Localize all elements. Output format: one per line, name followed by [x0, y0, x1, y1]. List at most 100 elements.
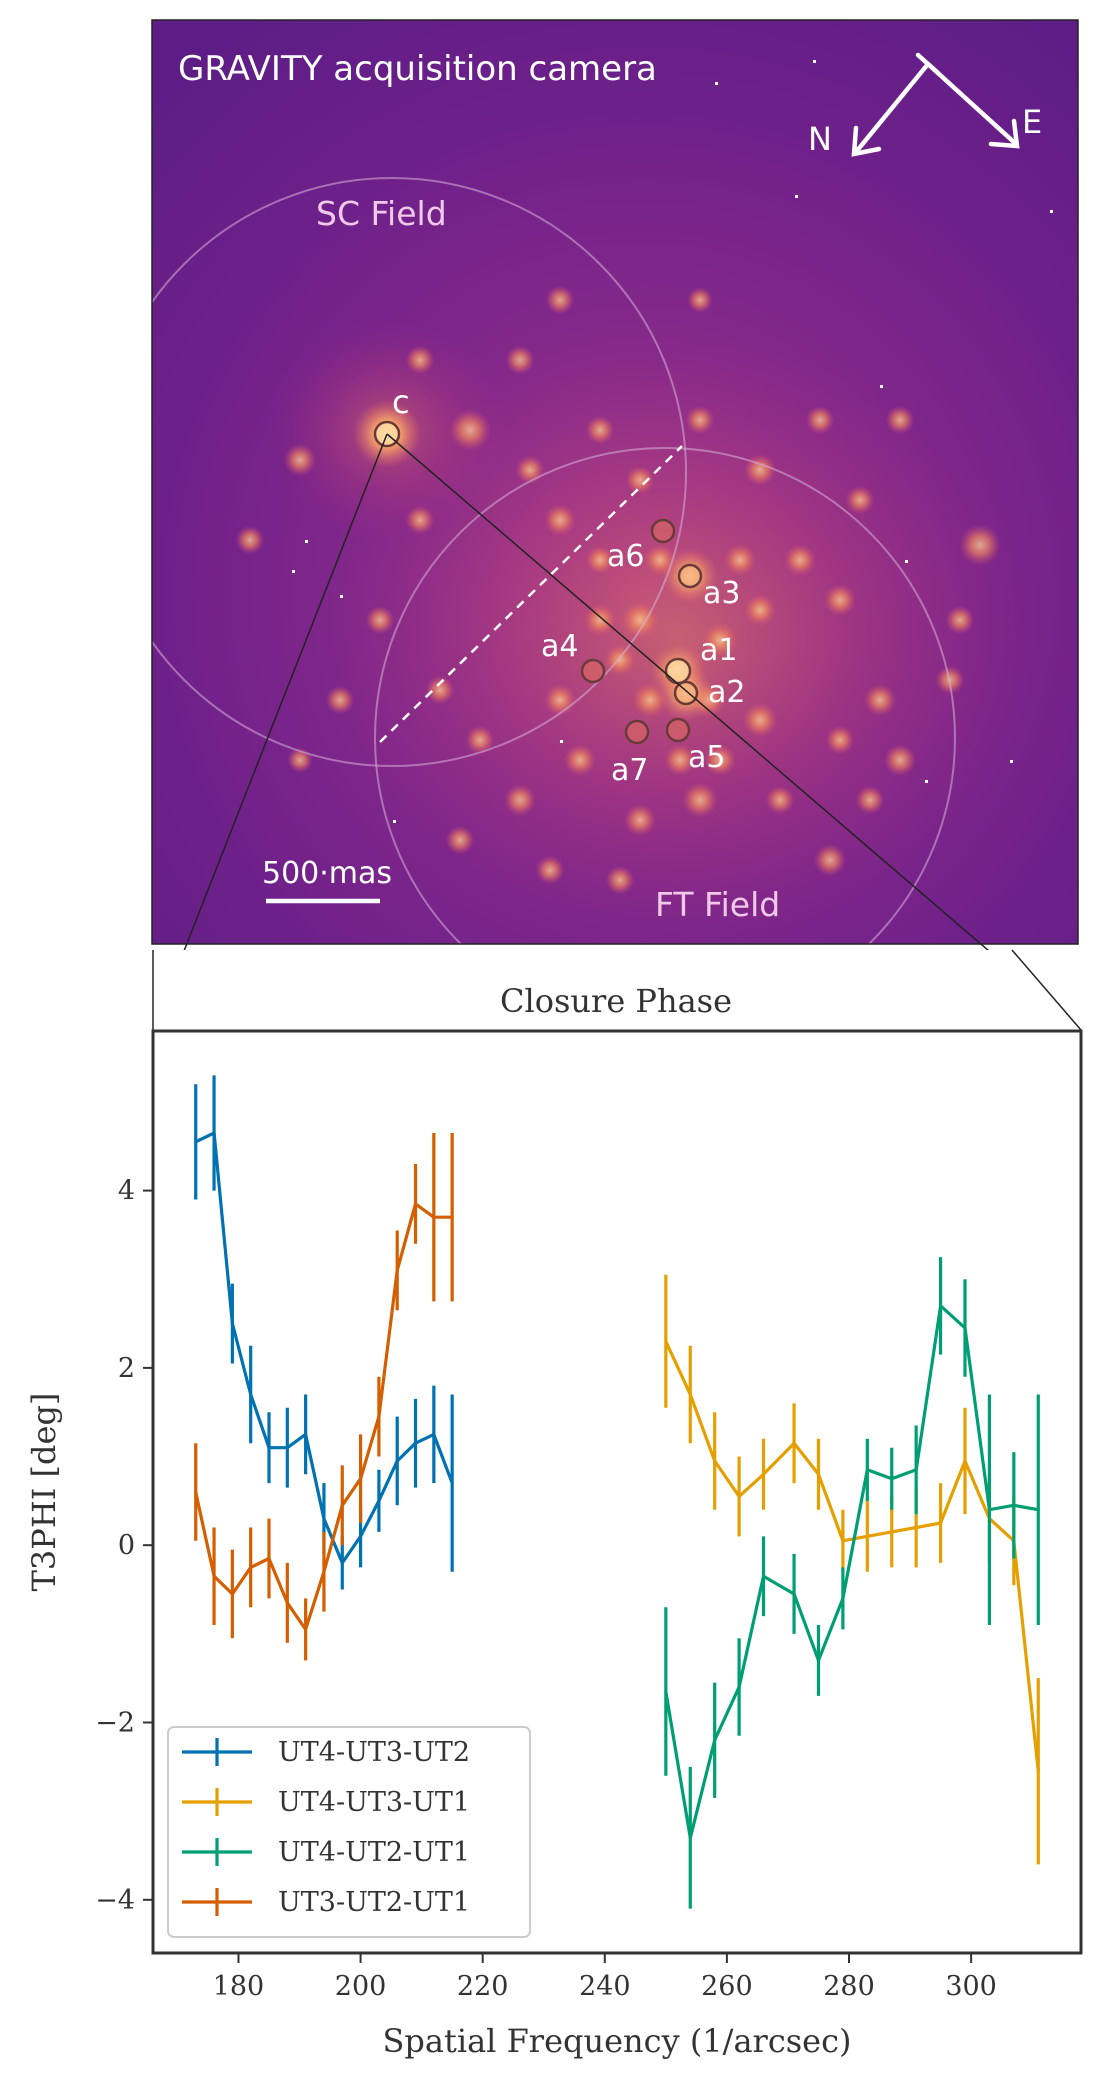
background-star	[825, 725, 855, 755]
background-star	[945, 605, 975, 635]
background-star	[235, 525, 265, 555]
x-tick-label: 260	[701, 1971, 753, 2002]
background-star	[445, 825, 475, 855]
sc-field-label: SC Field	[316, 194, 447, 233]
legend-label-ut3-ut2-ut1: UT3-UT2-UT1	[278, 1887, 470, 1918]
background-star	[685, 405, 715, 435]
series-line	[664, 1340, 1040, 1772]
data-point	[762, 1472, 766, 1476]
data-point	[359, 1477, 363, 1481]
camera-title: GRAVITY acquisition camera	[178, 49, 657, 89]
background-star	[724, 544, 756, 576]
data-point	[230, 1322, 234, 1326]
data-point	[841, 1596, 845, 1600]
background-star	[814, 844, 846, 876]
series-line	[664, 1304, 1039, 1840]
hot-pixel	[905, 560, 908, 563]
background-star	[284, 444, 316, 476]
background-star	[885, 405, 915, 435]
data-point	[249, 1392, 253, 1396]
y-tick-label: 2	[118, 1353, 135, 1384]
zoom-connector-right-lower	[1011, 949, 1082, 1031]
data-point	[664, 1689, 668, 1693]
background-star	[765, 785, 795, 815]
legend-label-ut4-ut3-ut2: UT4-UT3-UT2	[278, 1737, 470, 1768]
data-point	[963, 1326, 967, 1330]
source-marker-a7	[624, 719, 650, 745]
series-ut4-ut2-ut1	[664, 1257, 1040, 1909]
data-point	[914, 1525, 918, 1529]
data-point	[816, 1472, 820, 1476]
data-point	[395, 1459, 399, 1463]
legend: UT4-UT3-UT2 UT4-UT3-UT1 UT4-UT2-UT1 UT3-…	[167, 1726, 531, 1938]
data-point	[792, 1441, 796, 1445]
camera-frame	[151, 19, 1079, 945]
background-star	[664, 744, 696, 776]
background-star	[744, 454, 776, 486]
x-tick-label: 300	[945, 1971, 997, 2002]
background-star	[365, 605, 395, 635]
compass-north-label: N	[808, 120, 832, 158]
background-star	[405, 505, 435, 535]
x-axis: 180 200 220 240 260 280 300	[213, 1953, 997, 2002]
background-star	[535, 855, 565, 885]
background-star	[784, 544, 816, 576]
compass-east-label: E	[1022, 103, 1042, 141]
background-star	[449, 409, 491, 451]
legend-label-ut4-ut3-ut1: UT4-UT3-UT1	[278, 1787, 470, 1818]
background-star	[742, 702, 778, 738]
data-point	[322, 1570, 326, 1574]
series-ut3-ut2-ut1	[194, 1132, 454, 1661]
data-point	[841, 1539, 845, 1543]
data-point	[194, 1140, 198, 1144]
source-label-a6: a6	[607, 539, 644, 574]
field-divider-dashed	[379, 445, 683, 743]
source-label-c: c	[392, 383, 410, 421]
data-point	[1012, 1539, 1016, 1543]
y-tick-label: −4	[95, 1885, 135, 1916]
x-tick-label: 280	[823, 1971, 875, 2002]
background-star	[620, 600, 660, 640]
source-marker-a4	[580, 658, 606, 684]
background-star	[545, 285, 575, 315]
data-point	[664, 1339, 668, 1343]
data-point	[1036, 1769, 1040, 1773]
background-star	[805, 405, 835, 435]
hot-pixel	[795, 195, 798, 198]
data-point	[340, 1503, 344, 1507]
background-star	[605, 865, 635, 895]
x-tick-label: 220	[457, 1971, 509, 2002]
acquisition-camera-image: c a1 a2 a3 a4 a5 a6 a7 GRAVITY acquisiti…	[151, 19, 1079, 950]
series-ut4-ut3-ut1	[664, 1274, 1040, 1865]
y-tick-label: −2	[95, 1708, 135, 1739]
source-label-a1: a1	[700, 633, 737, 668]
data-point	[939, 1521, 943, 1525]
data-point	[377, 1499, 381, 1503]
series-ut4-ut3-ut2	[194, 1075, 454, 1590]
hot-pixel	[715, 82, 718, 85]
y-axis: −4 −2 0 2 4	[95, 1176, 153, 1916]
background-star	[624, 804, 656, 836]
data-point	[939, 1304, 943, 1308]
source-marker-a6	[650, 518, 676, 544]
data-point	[395, 1268, 399, 1272]
hot-pixel	[560, 740, 563, 743]
background-star	[585, 545, 615, 575]
data-point	[194, 1490, 198, 1494]
data-point	[230, 1592, 234, 1596]
background-star	[824, 584, 856, 616]
data-point	[304, 1627, 308, 1631]
data-point	[304, 1432, 308, 1436]
background-star	[682, 782, 718, 818]
data-point	[816, 1658, 820, 1662]
ft-field-label: FT Field	[655, 885, 780, 924]
source-marker-a2	[673, 680, 699, 706]
background-star	[702, 622, 738, 658]
background-star	[405, 345, 435, 375]
background-star	[744, 594, 776, 626]
background-star	[465, 725, 495, 755]
background-star	[625, 465, 655, 495]
data-point	[432, 1215, 436, 1219]
background-star	[704, 744, 736, 776]
data-point	[865, 1468, 869, 1472]
